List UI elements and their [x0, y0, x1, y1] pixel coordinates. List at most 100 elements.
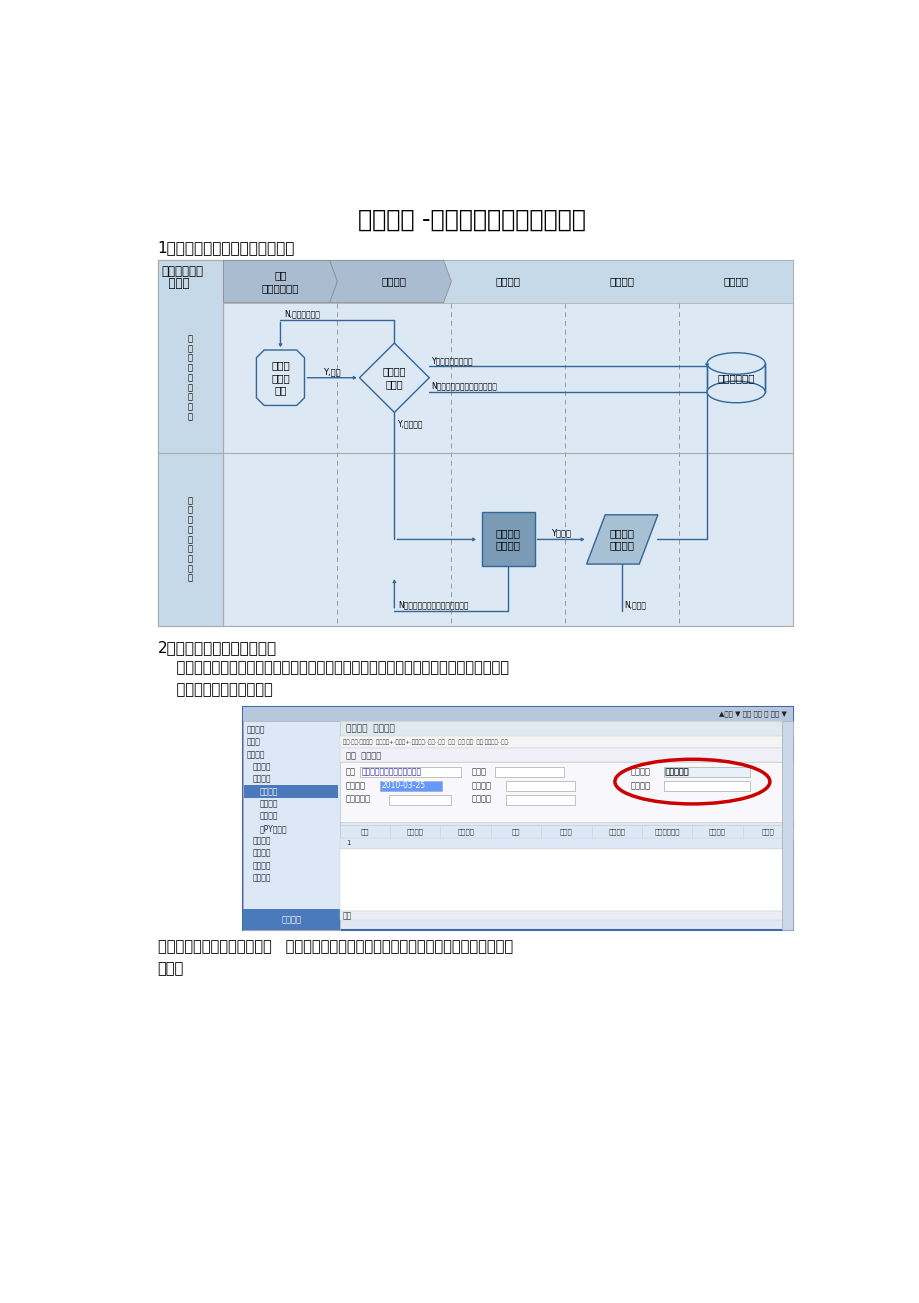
- Text: 员
单
制
计
会
（
会
司
公: 员 单 制 计 会 （ 会 司 公: [187, 335, 193, 421]
- Text: 结算单据: 结算单据: [495, 276, 520, 287]
- Text: 度金计书科目: 度金计书科目: [653, 829, 679, 835]
- Text: 品质报表: 品质报表: [259, 812, 278, 821]
- Polygon shape: [586, 515, 657, 564]
- Text: 新流程: 新流程: [162, 278, 190, 289]
- Text: 商号号: 商号号: [761, 829, 774, 835]
- Bar: [243, 708, 792, 930]
- Text: 与银行对
账单勾兑: 与银行对 账单勾兑: [609, 528, 634, 551]
- Text: 员
算
结
纳
出
（
纳
司
公: 员 算 结 纳 出 （ 纳 司 公: [187, 496, 193, 582]
- Text: 公司: 公司: [346, 767, 356, 777]
- Bar: [359, 767, 460, 777]
- Text: 代收目目: 代收目目: [607, 829, 625, 835]
- Text: 凭证生成: 凭证生成: [723, 276, 748, 287]
- Text: 品目号: 品目号: [471, 767, 486, 777]
- Bar: [482, 512, 534, 567]
- Bar: [380, 780, 441, 791]
- Bar: [244, 786, 338, 797]
- Bar: [339, 762, 792, 822]
- Text: 判断单据
可审核: 判断单据 可审核: [382, 366, 405, 388]
- Bar: [243, 721, 339, 930]
- Text: 摘要内容: 摘要内容: [630, 780, 650, 790]
- Bar: [339, 736, 792, 748]
- Bar: [781, 721, 792, 930]
- Text: 科目。: 科目。: [157, 962, 184, 976]
- Bar: [157, 261, 792, 625]
- Polygon shape: [329, 261, 451, 302]
- Text: 生成会计凭证: 生成会计凭证: [717, 373, 754, 383]
- Text: 深圳市海特乳业生产有限公司: 深圳市海特乳业生产有限公司: [361, 767, 421, 777]
- Bar: [494, 767, 564, 777]
- Text: 日期列表: 日期列表: [406, 829, 424, 835]
- Bar: [339, 748, 792, 762]
- Text: 制单
（单据管理）: 制单 （单据管理）: [261, 270, 299, 293]
- Bar: [664, 780, 749, 791]
- Text: 结算方式: 结算方式: [709, 829, 725, 835]
- Text: 待办·查询·万界处理  查看操作+·行操作+·保留操作··图标··保存  关闭  服务 其中  商定·打招操作··处合·: 待办·查询·万界处理 查看操作+·行操作+·保留操作··图标··保存 关闭 服务…: [343, 740, 509, 745]
- Text: Y,通过: Y,通过: [323, 367, 340, 377]
- Bar: [157, 261, 223, 625]
- Text: 合计: 合计: [343, 911, 352, 920]
- Text: 固定资产: 固定资产: [253, 848, 271, 857]
- Text: 单据  结算流程: 单据 结算流程: [346, 751, 380, 760]
- Text: 增加现
金业务
单据: 增加现 金业务 单据: [271, 361, 289, 395]
- Bar: [243, 708, 792, 721]
- Text: 数PY汇兑差: 数PY汇兑差: [259, 823, 287, 833]
- Text: 财务会计 -现金管理新流程操作手册: 财务会计 -现金管理新流程操作手册: [357, 207, 584, 232]
- Text: 2010-03-25: 2010-03-25: [381, 780, 425, 790]
- Text: 业务日期: 业务日期: [346, 780, 366, 790]
- Text: 结账处理: 结账处理: [253, 837, 271, 846]
- Polygon shape: [256, 351, 304, 405]
- Bar: [505, 780, 574, 791]
- Text: 编号: 编号: [360, 829, 369, 835]
- Text: N,反勾兑: N,反勾兑: [624, 601, 646, 610]
- Text: 付款结算单: 付款结算单: [664, 767, 688, 777]
- Text: 出纳调整: 出纳调整: [259, 800, 278, 808]
- Text: Y,结算单据: Y,结算单据: [398, 420, 424, 429]
- Text: 【财务会计】－【现金管理】－【日常业务】－【单据管理】中，对付款结算单和收款: 【财务会计】－【现金管理】－【日常业务】－【单据管理】中，对付款结算单和收款: [157, 661, 508, 675]
- Bar: [339, 826, 792, 838]
- Bar: [707, 364, 765, 392]
- Polygon shape: [223, 261, 337, 302]
- Text: 单据管理: 单据管理: [259, 787, 278, 796]
- Text: 业务类别: 业务类别: [630, 767, 650, 777]
- Text: N，反结算单据，反审核直接修改: N，反结算单据，反审核直接修改: [398, 601, 469, 610]
- Text: 支付结算
收入结算: 支付结算 收入结算: [495, 528, 520, 551]
- Bar: [339, 911, 792, 920]
- Text: 业务员: 业务员: [560, 829, 573, 835]
- Text: 在新增单据中参加必填字段：   【科目】，该字段主要是填写该笔现金业务对应会计入账的: 在新增单据中参加必填字段： 【科目】，该字段主要是填写该笔现金业务对应会计入账的: [157, 939, 512, 955]
- Text: 客户化: 客户化: [246, 737, 260, 747]
- Bar: [339, 721, 792, 736]
- Text: ▲边加 ▼ 保存 日日 口 帮助 ▼: ▲边加 ▼ 保存 日日 口 帮助 ▼: [719, 710, 786, 717]
- Bar: [389, 795, 451, 805]
- Text: 2、出纳单据管理模板的调整: 2、出纳单据管理模板的调整: [157, 640, 277, 655]
- Bar: [243, 908, 339, 930]
- Bar: [223, 261, 792, 302]
- Text: 应付管理: 应付管理: [253, 861, 271, 870]
- Text: 结账设置: 结账设置: [253, 762, 271, 771]
- Text: 业务标志: 业务标志: [471, 795, 491, 804]
- Ellipse shape: [707, 353, 765, 374]
- Text: 审核日期: 审核日期: [471, 780, 491, 790]
- Polygon shape: [359, 343, 429, 412]
- Bar: [664, 767, 749, 777]
- Text: 商务中心  单据管理: 商务中心 单据管理: [346, 724, 394, 734]
- Text: 现金管理: 现金管理: [246, 751, 265, 760]
- Text: 付款结算单: 付款结算单: [665, 767, 688, 777]
- Text: N，通过会计平台删除会计凭证: N，通过会计平台删除会计凭证: [431, 382, 497, 391]
- Text: 审核单据: 审核单据: [381, 276, 406, 287]
- Text: Y，生成凭证可审批: Y，生成凭证可审批: [431, 356, 472, 365]
- Bar: [339, 850, 792, 911]
- Text: 现金管理单据: 现金管理单据: [162, 265, 203, 278]
- Text: 银行对账: 银行对账: [609, 276, 634, 287]
- Text: 1: 1: [346, 840, 350, 846]
- Text: Y，勾兑: Y，勾兑: [550, 529, 571, 538]
- Ellipse shape: [707, 382, 765, 403]
- Text: 结算单中模块进行调整，: 结算单中模块进行调整，: [157, 681, 272, 697]
- Text: 日常业务: 日常业务: [253, 775, 271, 784]
- Text: N,重新修改单据: N,重新修改单据: [284, 309, 320, 318]
- Text: 部门: 部门: [511, 829, 520, 835]
- Text: 管理员的: 管理员的: [457, 829, 473, 835]
- Text: 应收管理: 应收管理: [253, 873, 271, 882]
- Text: 1、现金管理单据操作流程流程图: 1、现金管理单据操作流程流程图: [157, 240, 295, 254]
- Text: 资金管理: 资金管理: [281, 915, 301, 924]
